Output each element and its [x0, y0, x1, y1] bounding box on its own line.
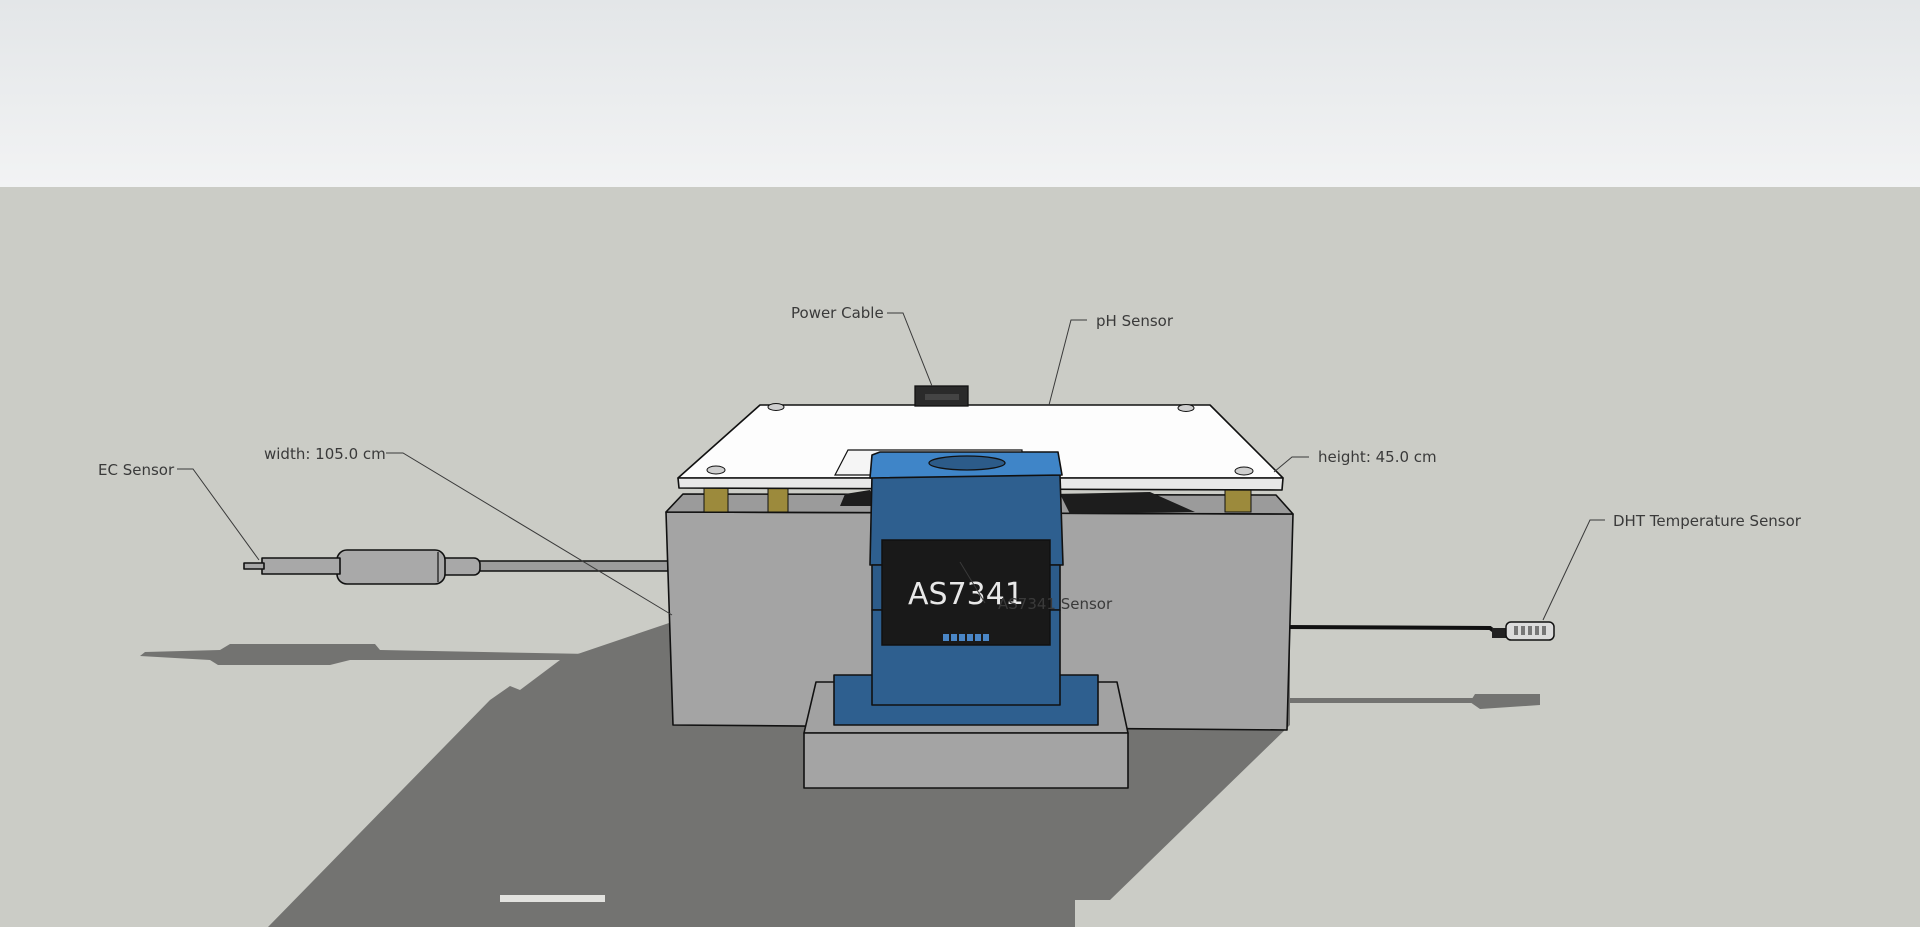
label-ec-sensor[interactable]: EC Sensor: [98, 461, 175, 479]
sky: [0, 0, 1920, 187]
label-as7341-sensor[interactable]: AS7341 Sensor: [998, 595, 1113, 613]
header-pins: [943, 634, 989, 641]
as7341-sensor-module[interactable]: AS7341: [833, 451, 1099, 726]
as7341-chip-label: AS7341: [908, 577, 1024, 612]
label-power-cable[interactable]: Power Cable: [791, 304, 884, 322]
label-ph-sensor[interactable]: pH Sensor: [1096, 312, 1174, 330]
shadow-gap: [500, 895, 605, 902]
dht-temperature-sensor[interactable]: [1284, 621, 1555, 641]
power-cable-connector[interactable]: [914, 385, 969, 407]
label-dht-temperature-sensor[interactable]: DHT Temperature Sensor: [1613, 512, 1802, 530]
annotation-leaders: [177, 312, 1605, 621]
ec-sensor-probe[interactable]: [243, 549, 669, 585]
label-height-dimension[interactable]: height: 45.0 cm: [1318, 448, 1437, 466]
label-width-dimension[interactable]: width: 105.0 cm: [264, 445, 386, 463]
